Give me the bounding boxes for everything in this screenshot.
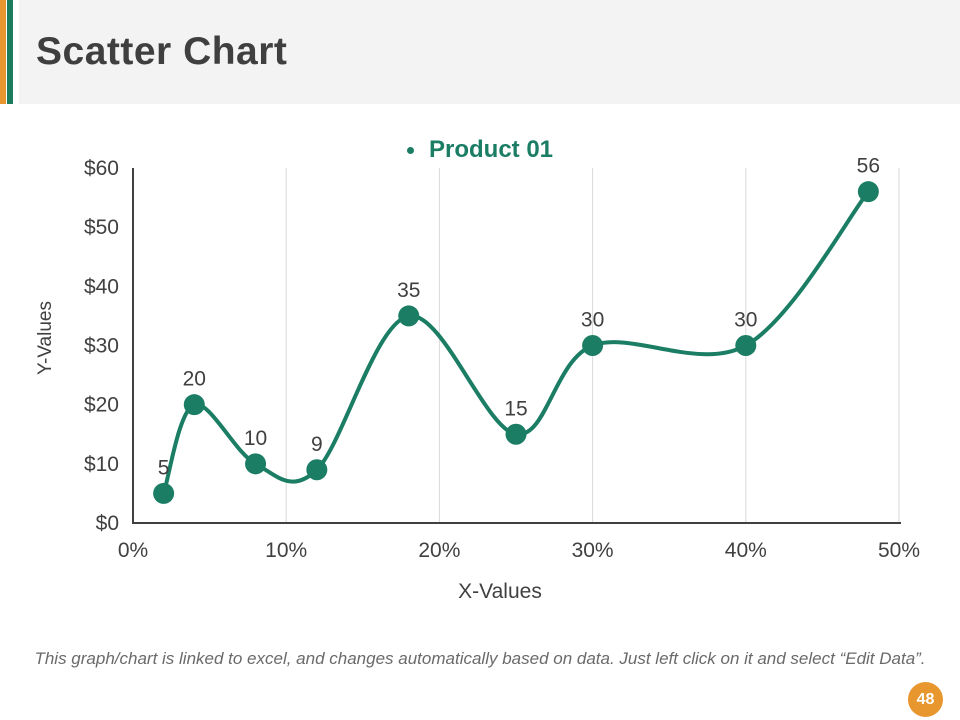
data-point-label: 15 bbox=[504, 397, 527, 420]
data-point-marker[interactable] bbox=[735, 335, 757, 356]
y-tick-label: $50 bbox=[84, 216, 119, 239]
data-point-label: 56 bbox=[857, 155, 880, 178]
y-tick-label: $10 bbox=[84, 453, 119, 476]
data-point-label: 30 bbox=[581, 309, 604, 332]
y-axis-title: Y-Values bbox=[35, 301, 56, 375]
data-point-marker[interactable] bbox=[582, 335, 604, 356]
series-line bbox=[161, 189, 871, 496]
data-point-marker[interactable] bbox=[505, 423, 527, 445]
y-tick-label: $60 bbox=[84, 157, 119, 180]
x-axis-title: X-Values bbox=[458, 580, 542, 603]
x-tick-label: 40% bbox=[725, 539, 767, 562]
y-tick-label: $0 bbox=[96, 512, 119, 535]
y-tick-label: $30 bbox=[84, 335, 119, 358]
y-tick-label: $20 bbox=[84, 394, 119, 417]
page-title: Scatter Chart bbox=[36, 30, 288, 73]
data-point-label: 30 bbox=[734, 309, 757, 332]
legend-series-label: Product 01 bbox=[428, 136, 554, 163]
footer-note: This graph/chart is linked to excel, and… bbox=[34, 649, 926, 668]
data-point-label: 9 bbox=[311, 433, 323, 456]
x-tick-label: 30% bbox=[572, 539, 614, 562]
page-number-badge: 48 bbox=[908, 682, 943, 717]
accent-bar-green bbox=[7, 0, 13, 104]
x-tick-label: 50% bbox=[878, 539, 920, 562]
accent-bar-orange bbox=[0, 0, 6, 104]
data-point-label: 20 bbox=[183, 368, 206, 391]
x-tick-label: 20% bbox=[418, 539, 460, 562]
x-tick-label: 0% bbox=[118, 539, 148, 562]
data-point-marker[interactable] bbox=[153, 482, 175, 504]
data-point-marker[interactable] bbox=[857, 181, 879, 203]
data-point-label: 5 bbox=[158, 456, 170, 479]
chart-legend: Product 01 bbox=[0, 136, 960, 164]
legend-bullet-icon bbox=[406, 146, 414, 154]
data-point-label: 10 bbox=[244, 427, 267, 450]
data-point-marker[interactable] bbox=[245, 453, 267, 475]
header-band bbox=[19, 0, 960, 104]
data-point-marker[interactable] bbox=[183, 394, 205, 416]
y-tick-label: $40 bbox=[84, 275, 119, 298]
x-tick-label: 10% bbox=[265, 539, 307, 562]
data-point-label: 35 bbox=[397, 279, 420, 302]
data-point-marker[interactable] bbox=[306, 459, 328, 481]
data-point-marker[interactable] bbox=[398, 305, 420, 327]
